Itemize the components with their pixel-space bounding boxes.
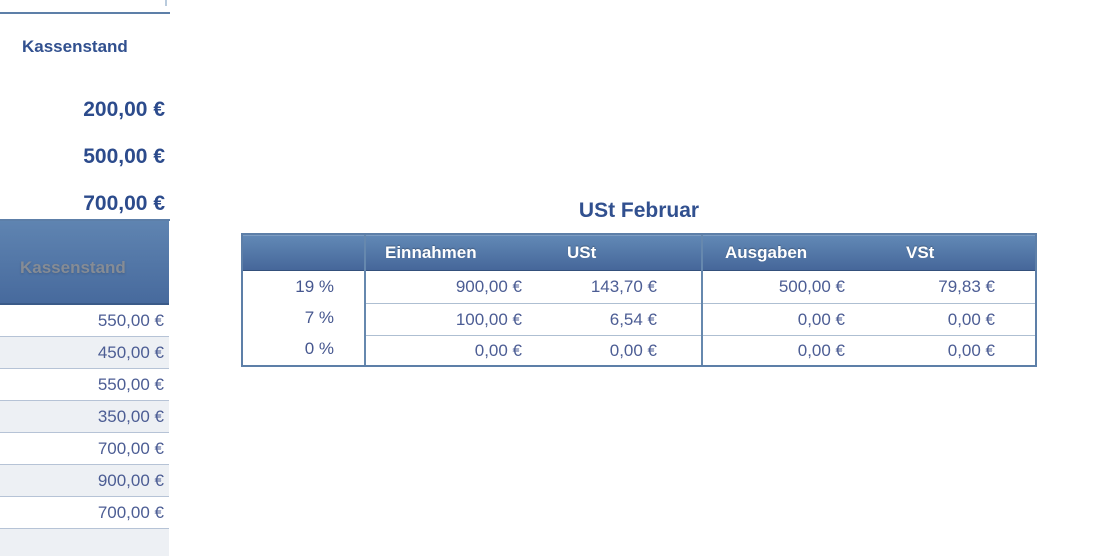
- table-row[interactable]: 900,00 €: [0, 465, 169, 497]
- tax-rate-column: 19 % 7 % 0 %: [243, 271, 364, 365]
- tax-rate-cell[interactable]: 7 %: [304, 307, 334, 327]
- ust-table-title[interactable]: USt Februar: [578, 199, 700, 222]
- ausgaben-cell[interactable]: 0,00 €: [701, 335, 870, 365]
- table-row[interactable]: 700,00 €: [0, 433, 169, 465]
- column-header-ust[interactable]: USt: [539, 235, 701, 271]
- cash-table-header[interactable]: Kassenstand: [0, 221, 169, 305]
- table-row[interactable]: 700,00 €: [0, 497, 169, 529]
- column-header-einnahmen[interactable]: Einnahmen: [364, 235, 539, 271]
- cash-table-header-label: Kassenstand: [20, 258, 126, 277]
- summary-title: Kassenstand: [22, 37, 128, 56]
- table-column-divider: [701, 235, 703, 365]
- tax-rate-cell[interactable]: 0 %: [304, 339, 334, 359]
- ust-cell[interactable]: 0,00 €: [539, 335, 701, 365]
- ausgaben-cell[interactable]: 0,00 €: [701, 303, 870, 335]
- einnahmen-cell[interactable]: 900,00 €: [364, 271, 539, 303]
- summary-top-rule: [0, 12, 170, 14]
- summary-value[interactable]: 700,00 €: [83, 192, 165, 215]
- table-row-empty[interactable]: [0, 529, 169, 556]
- table-row[interactable]: 350,00 €: [0, 401, 169, 433]
- ust-table: Einnahmen USt Ausgaben VSt 19 % 7 % 0 % …: [241, 233, 1037, 367]
- column-header-vst[interactable]: VSt: [870, 235, 1035, 271]
- column-header-ausgaben[interactable]: Ausgaben: [701, 235, 870, 271]
- einnahmen-cell[interactable]: 0,00 €: [364, 335, 539, 365]
- vst-cell[interactable]: 79,83 €: [870, 271, 1035, 303]
- ust-cell[interactable]: 6,54 €: [539, 303, 701, 335]
- tax-rate-cell[interactable]: 19 %: [295, 276, 334, 296]
- ust-table-grid: Einnahmen USt Ausgaben VSt 19 % 7 % 0 % …: [243, 235, 1035, 365]
- ausgaben-cell[interactable]: 500,00 €: [701, 271, 870, 303]
- table-row[interactable]: 550,00 €: [0, 305, 169, 337]
- vst-cell[interactable]: 0,00 €: [870, 335, 1035, 365]
- column-gridline-stub: [165, 0, 167, 6]
- column-header-blank[interactable]: [243, 235, 364, 271]
- summary-value[interactable]: 200,00 €: [83, 98, 165, 121]
- einnahmen-cell[interactable]: 100,00 €: [364, 303, 539, 335]
- ust-cell[interactable]: 143,70 €: [539, 271, 701, 303]
- summary-value[interactable]: 500,00 €: [83, 145, 165, 168]
- table-column-divider: [364, 235, 366, 365]
- cash-table-body: 550,00 € 450,00 € 550,00 € 350,00 € 700,…: [0, 305, 169, 556]
- table-row[interactable]: 550,00 €: [0, 369, 169, 401]
- table-row[interactable]: 450,00 €: [0, 337, 169, 369]
- summary-bottom-rule: [0, 219, 170, 221]
- vst-cell[interactable]: 0,00 €: [870, 303, 1035, 335]
